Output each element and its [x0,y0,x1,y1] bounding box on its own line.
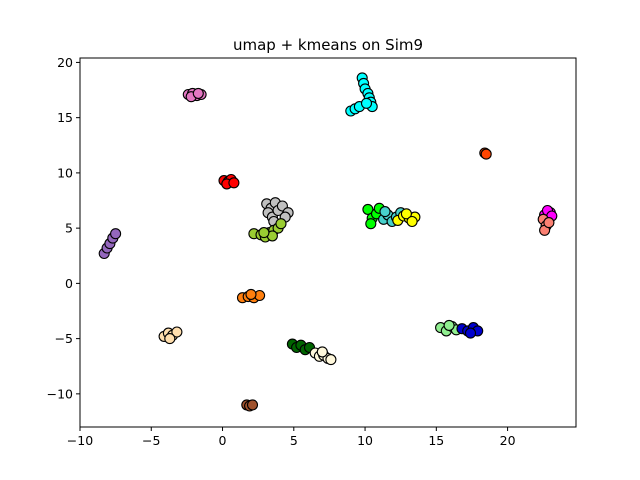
data-point-cluster-6-0 [362,203,374,215]
x-tick-label: 0 [219,433,227,448]
data-point-cluster-15-4 [164,333,176,345]
data-point-cluster-10-3 [543,217,555,229]
data-point-cluster-6-3 [365,218,377,230]
x-tick-label: 5 [290,433,298,448]
chart-title: umap + kmeans on Sim9 [233,36,423,54]
data-point-cluster-12-4 [245,288,257,300]
data-point-cluster-5-8 [258,227,270,239]
data-point-cluster-17-4 [316,346,328,358]
axis-ticks: −10 −5 0 5 10 15 20 −10 −5 0 5 10 15 20 [47,55,516,448]
data-point-cluster-8-5 [406,215,418,228]
data-point-cluster-0-5 [192,87,204,99]
x-tick-label: −10 [67,433,93,448]
x-tick-label: 20 [500,433,516,448]
y-tick-label: −5 [55,331,73,346]
x-tick-label: 15 [428,433,444,448]
data-point-cluster-8-4 [400,208,412,220]
data-point-cluster-5-6 [275,218,287,230]
data-point-cluster-11-4 [110,228,122,240]
x-tick-label: −5 [142,433,160,448]
y-tick-label: 15 [57,110,73,125]
plot-area [79,57,577,428]
data-point-cluster-17-5 [325,354,337,366]
data-point-cluster-13-4 [443,319,455,331]
data-point-cluster-3-4 [228,177,240,189]
y-tick-label: 10 [57,165,73,180]
data-point-cluster-7-4 [379,206,391,218]
data-point-cluster-18-2 [246,399,259,411]
data-point-cluster-2-1 [480,148,492,160]
y-tick-label: −10 [47,386,73,401]
y-tick-label: 20 [57,55,73,70]
x-tick-label: 10 [357,433,373,448]
data-point-cluster-1-10 [360,97,373,109]
data-point-cluster-15-3 [171,326,183,338]
plot-frame [79,57,577,428]
y-tick-label: 0 [65,276,73,291]
data-point-cluster-14-4 [464,327,477,339]
y-tick-label: 5 [65,221,73,236]
